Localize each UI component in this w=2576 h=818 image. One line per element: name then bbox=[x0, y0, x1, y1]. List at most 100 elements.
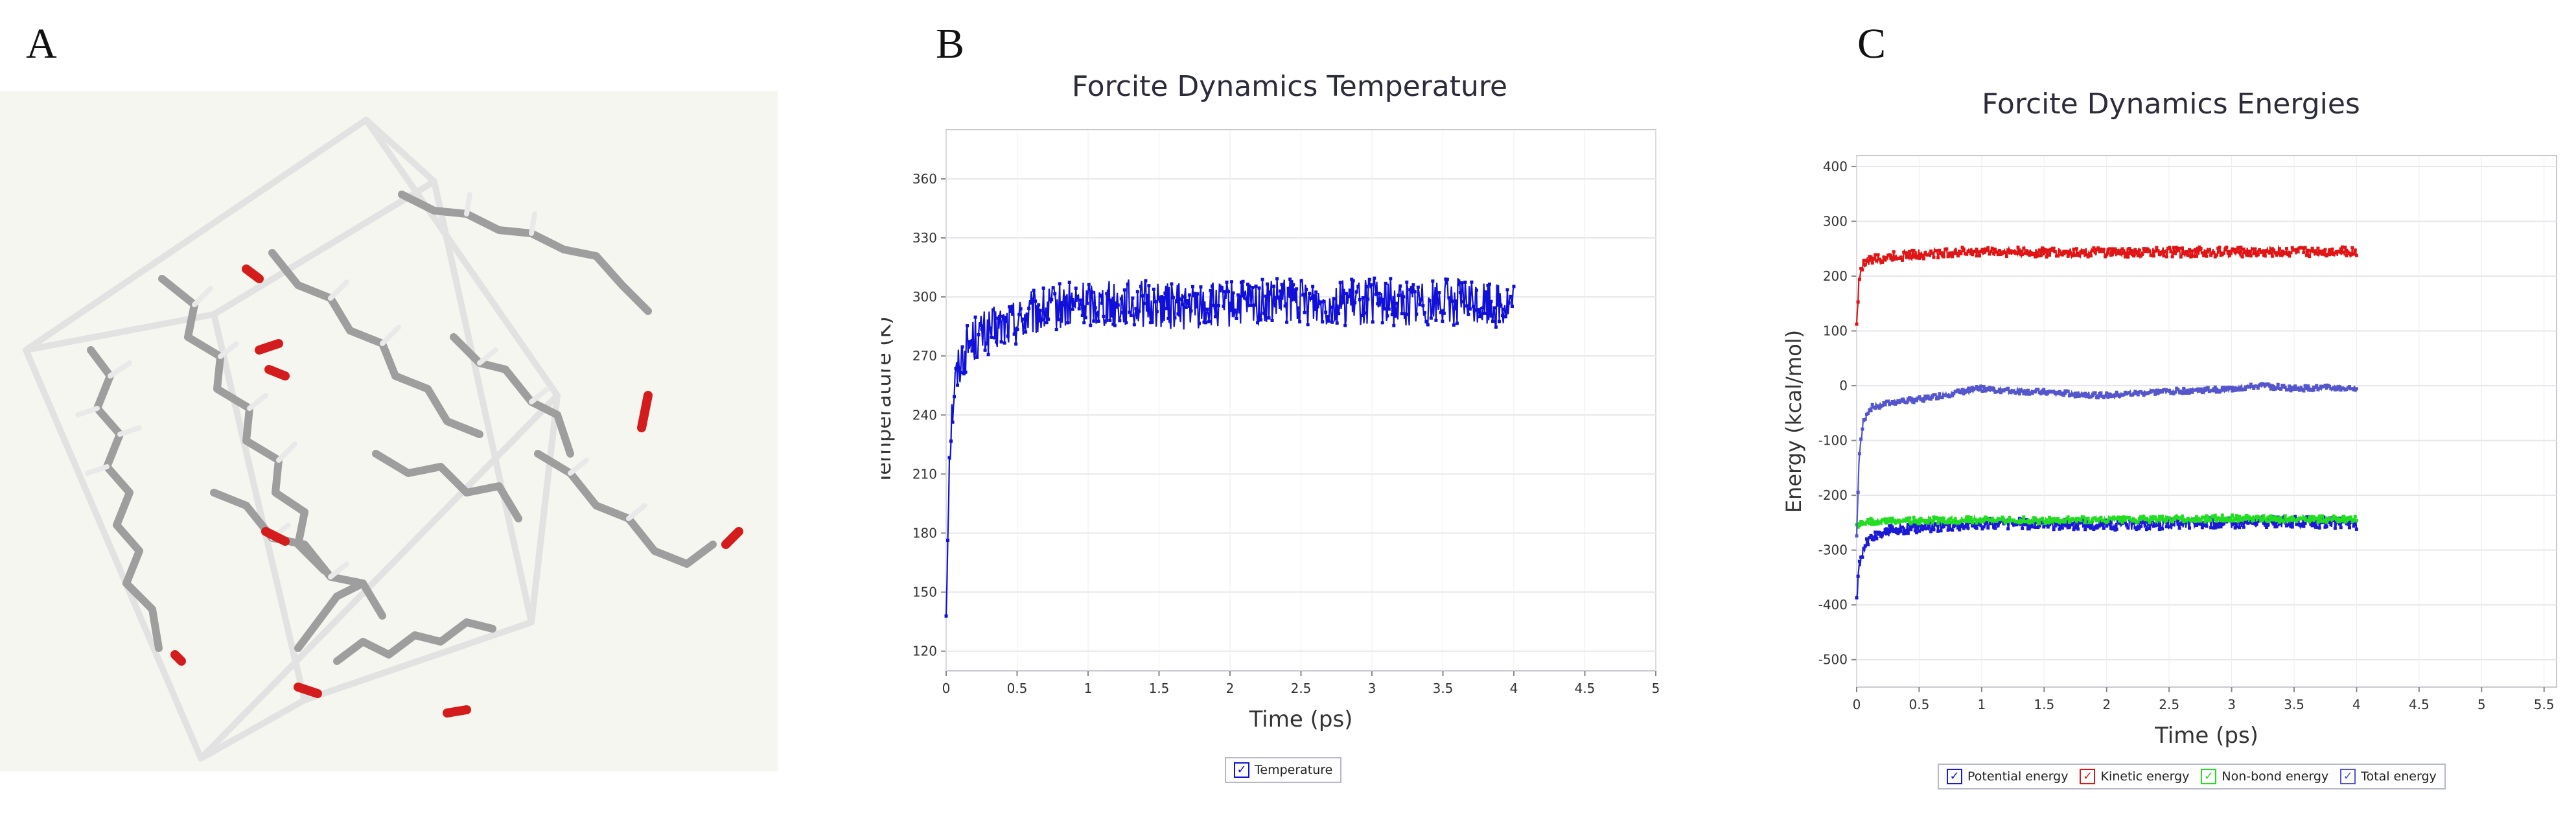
temperature-checkbox[interactable]: ✓ bbox=[1234, 762, 1249, 778]
data-point bbox=[2092, 528, 2096, 532]
data-point bbox=[2091, 394, 2094, 398]
data-point bbox=[2342, 250, 2346, 254]
data-point bbox=[1455, 321, 1459, 325]
kinetic-energy-checkbox[interactable]: ✓ bbox=[2080, 769, 2096, 784]
data-point bbox=[2083, 391, 2087, 395]
non-bond-energy-checkbox[interactable]: ✓ bbox=[2201, 769, 2217, 784]
data-point bbox=[1502, 307, 1506, 311]
data-point bbox=[1205, 307, 1209, 311]
data-point bbox=[1286, 286, 1290, 290]
data-point bbox=[1269, 292, 1273, 296]
data-point bbox=[1353, 301, 1357, 305]
data-point bbox=[1886, 399, 1890, 403]
data-point bbox=[2190, 249, 2194, 253]
data-point bbox=[954, 366, 958, 370]
data-point bbox=[1003, 341, 1006, 345]
data-point bbox=[2125, 523, 2129, 527]
data-point bbox=[1442, 311, 1446, 315]
total-energy-checkbox[interactable]: ✓ bbox=[2340, 769, 2356, 784]
data-point bbox=[1901, 525, 1905, 529]
data-point bbox=[2284, 517, 2288, 521]
data-point bbox=[1108, 318, 1112, 322]
data-point bbox=[2207, 248, 2211, 252]
legend-label-temperature: Temperature bbox=[1255, 763, 1333, 777]
data-point bbox=[2149, 522, 2153, 526]
data-point bbox=[1262, 311, 1266, 315]
data-point bbox=[2048, 253, 2052, 257]
data-point bbox=[2332, 386, 2336, 390]
data-point bbox=[1309, 296, 1313, 300]
data-point bbox=[2200, 251, 2204, 255]
data-point bbox=[2346, 522, 2350, 526]
data-point bbox=[1373, 276, 1376, 280]
data-point bbox=[1938, 392, 1942, 396]
data-point bbox=[1356, 285, 1360, 288]
data-point bbox=[1386, 314, 1389, 318]
data-point bbox=[964, 370, 968, 374]
legend-item-total-energy[interactable]: ✓ Total energy bbox=[2340, 769, 2437, 784]
data-point bbox=[2335, 387, 2339, 391]
data-point bbox=[1864, 537, 1868, 541]
data-point bbox=[2315, 516, 2319, 520]
data-point bbox=[2034, 389, 2037, 393]
data-point bbox=[1940, 251, 1944, 255]
legend-item-temperature[interactable]: ✓ Temperature bbox=[1234, 762, 1332, 778]
data-point bbox=[1032, 288, 1036, 292]
data-point bbox=[2276, 252, 2280, 256]
data-point bbox=[1978, 254, 1982, 258]
data-point bbox=[2289, 389, 2293, 393]
data-point bbox=[2339, 526, 2343, 530]
data-point bbox=[2232, 522, 2236, 526]
data-point bbox=[2276, 516, 2280, 520]
data-point bbox=[2106, 519, 2110, 523]
data-point bbox=[1178, 313, 1181, 317]
data-point bbox=[1272, 285, 1276, 288]
data-point bbox=[1910, 520, 1914, 524]
data-point bbox=[2148, 527, 2152, 531]
data-point bbox=[1855, 322, 1859, 326]
data-point bbox=[2199, 387, 2203, 391]
data-point bbox=[1903, 251, 1907, 255]
legend-label-total-energy: Total energy bbox=[2361, 769, 2437, 784]
data-point bbox=[1139, 285, 1143, 288]
data-point bbox=[1885, 256, 1888, 260]
data-point bbox=[1985, 248, 1989, 252]
data-point bbox=[1292, 283, 1295, 287]
data-point bbox=[1379, 298, 1383, 301]
data-point bbox=[2321, 252, 2325, 256]
data-point bbox=[2155, 388, 2159, 392]
data-point bbox=[1257, 286, 1261, 290]
data-point bbox=[1045, 321, 1049, 325]
potential-energy-checkbox[interactable]: ✓ bbox=[1947, 769, 1962, 784]
legend-item-kinetic-energy[interactable]: ✓ Kinetic energy bbox=[2080, 769, 2189, 784]
data-point bbox=[1960, 388, 1964, 391]
legend-item-non-bond-energy[interactable]: ✓ Non-bond energy bbox=[2201, 769, 2328, 784]
data-point bbox=[2037, 248, 2041, 252]
data-point bbox=[1225, 280, 1229, 284]
data-point bbox=[1856, 525, 1860, 529]
data-point bbox=[2083, 250, 2087, 253]
data-point bbox=[2354, 519, 2358, 522]
data-point bbox=[1095, 311, 1099, 315]
data-point bbox=[1270, 318, 1274, 322]
data-point bbox=[967, 340, 971, 344]
data-point bbox=[2080, 251, 2084, 255]
data-point bbox=[2309, 249, 2313, 253]
data-point bbox=[1471, 305, 1475, 309]
data-point bbox=[2227, 517, 2231, 521]
y-tick-label: 300 bbox=[1823, 213, 1848, 229]
x-axis-label: Time (ps) bbox=[2154, 723, 2258, 749]
x-tick-label: 4.5 bbox=[2409, 697, 2430, 712]
data-point bbox=[2122, 515, 2126, 519]
data-point bbox=[1996, 390, 2000, 393]
data-point bbox=[1074, 286, 1078, 290]
legend-item-potential-energy[interactable]: ✓ Potential energy bbox=[1947, 769, 2068, 784]
data-point bbox=[1129, 314, 1133, 318]
data-point bbox=[1922, 257, 1926, 261]
data-point bbox=[2015, 523, 2019, 527]
data-point bbox=[1288, 277, 1292, 281]
data-point bbox=[1283, 304, 1287, 308]
data-point bbox=[2042, 388, 2046, 391]
data-point bbox=[2030, 525, 2034, 529]
data-point bbox=[1889, 401, 1893, 405]
